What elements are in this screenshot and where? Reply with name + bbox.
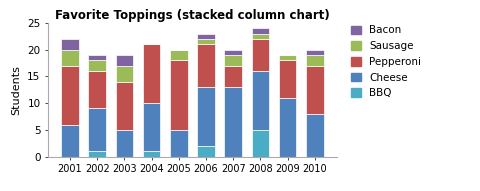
Bar xyxy=(88,71,106,108)
Bar xyxy=(251,130,269,157)
Bar xyxy=(251,71,269,130)
Bar xyxy=(251,34,269,39)
Bar xyxy=(115,66,133,82)
Legend: Bacon, Sausage, Pepperoni, Cheese, BBQ: Bacon, Sausage, Pepperoni, Cheese, BBQ xyxy=(350,25,420,98)
Bar xyxy=(305,114,323,157)
Bar xyxy=(251,28,269,34)
Bar xyxy=(143,151,160,157)
Title: Favorite Toppings (stacked column chart): Favorite Toppings (stacked column chart) xyxy=(55,9,329,22)
Bar xyxy=(169,130,187,157)
Bar xyxy=(224,66,241,87)
Bar xyxy=(305,66,323,114)
Bar xyxy=(224,55,241,66)
Y-axis label: Students: Students xyxy=(12,65,22,115)
Bar xyxy=(305,55,323,66)
Bar xyxy=(197,146,215,157)
Bar xyxy=(197,39,215,44)
Bar xyxy=(115,130,133,157)
Bar xyxy=(197,34,215,39)
Bar xyxy=(88,60,106,71)
Bar xyxy=(251,39,269,71)
Bar xyxy=(61,50,79,66)
Bar xyxy=(305,50,323,55)
Bar xyxy=(169,50,187,60)
Bar xyxy=(197,44,215,87)
Bar xyxy=(143,103,160,151)
Bar xyxy=(88,108,106,151)
Bar xyxy=(115,55,133,66)
Bar xyxy=(278,55,296,60)
Bar xyxy=(169,60,187,130)
Bar xyxy=(224,87,241,157)
Bar xyxy=(88,151,106,157)
Bar xyxy=(61,125,79,157)
Bar xyxy=(197,87,215,146)
Bar xyxy=(143,44,160,103)
Bar xyxy=(278,98,296,157)
Bar xyxy=(61,39,79,50)
Bar xyxy=(88,55,106,60)
Bar xyxy=(115,82,133,130)
Bar xyxy=(61,66,79,125)
Bar xyxy=(224,50,241,55)
Bar xyxy=(278,60,296,98)
